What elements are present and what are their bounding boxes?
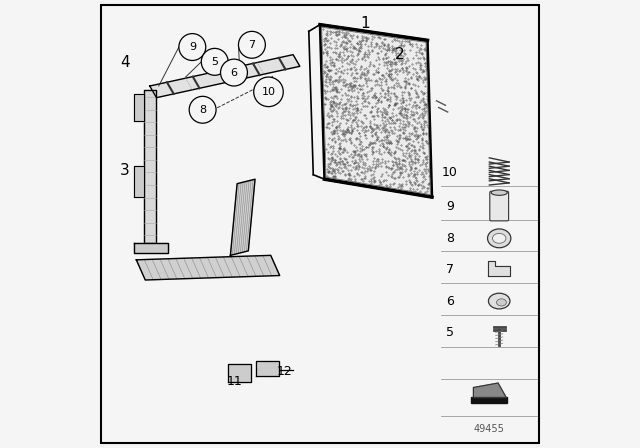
Text: 9: 9 [189,42,196,52]
Circle shape [202,48,228,75]
Text: 8: 8 [446,232,454,245]
Text: 49455: 49455 [474,424,504,434]
Text: 4: 4 [120,55,130,70]
Polygon shape [230,179,255,255]
Ellipse shape [497,299,506,306]
Text: 3: 3 [120,163,130,178]
Circle shape [239,31,266,58]
Text: 9: 9 [446,199,454,213]
Polygon shape [488,261,511,276]
Ellipse shape [488,229,511,248]
Text: 6: 6 [446,294,454,308]
Circle shape [179,34,206,60]
Polygon shape [136,255,280,280]
Text: 7: 7 [248,40,255,50]
Text: 10: 10 [262,87,275,97]
Polygon shape [257,361,279,376]
Text: 8: 8 [199,105,206,115]
Circle shape [253,77,284,107]
Polygon shape [228,364,251,382]
Circle shape [189,96,216,123]
Text: 1: 1 [360,16,370,31]
Text: 11: 11 [227,375,243,388]
Polygon shape [134,166,145,197]
Text: 5: 5 [446,326,454,339]
Text: 10: 10 [442,166,458,179]
Polygon shape [150,55,300,98]
Ellipse shape [491,190,508,195]
Text: 2: 2 [395,47,404,62]
FancyBboxPatch shape [490,191,509,221]
Polygon shape [145,90,157,243]
Text: 12: 12 [276,365,292,379]
Text: 6: 6 [230,68,237,78]
Text: 7: 7 [446,263,454,276]
Polygon shape [471,397,507,403]
Polygon shape [320,25,432,197]
Polygon shape [134,94,145,121]
Ellipse shape [488,293,510,309]
Ellipse shape [493,233,506,243]
Circle shape [221,59,248,86]
Polygon shape [474,383,506,397]
Text: 5: 5 [211,57,218,67]
Polygon shape [134,243,168,253]
